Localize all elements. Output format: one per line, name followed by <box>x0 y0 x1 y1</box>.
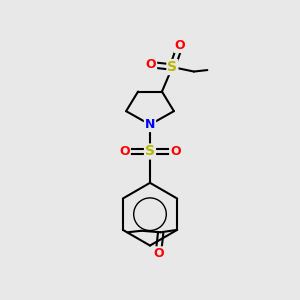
Text: O: O <box>146 58 156 71</box>
Text: O: O <box>119 145 130 158</box>
Text: O: O <box>175 39 185 52</box>
Text: S: S <box>167 60 177 74</box>
Text: S: S <box>145 145 155 158</box>
Text: O: O <box>170 145 181 158</box>
Text: N: N <box>145 118 155 131</box>
Text: O: O <box>153 247 164 260</box>
